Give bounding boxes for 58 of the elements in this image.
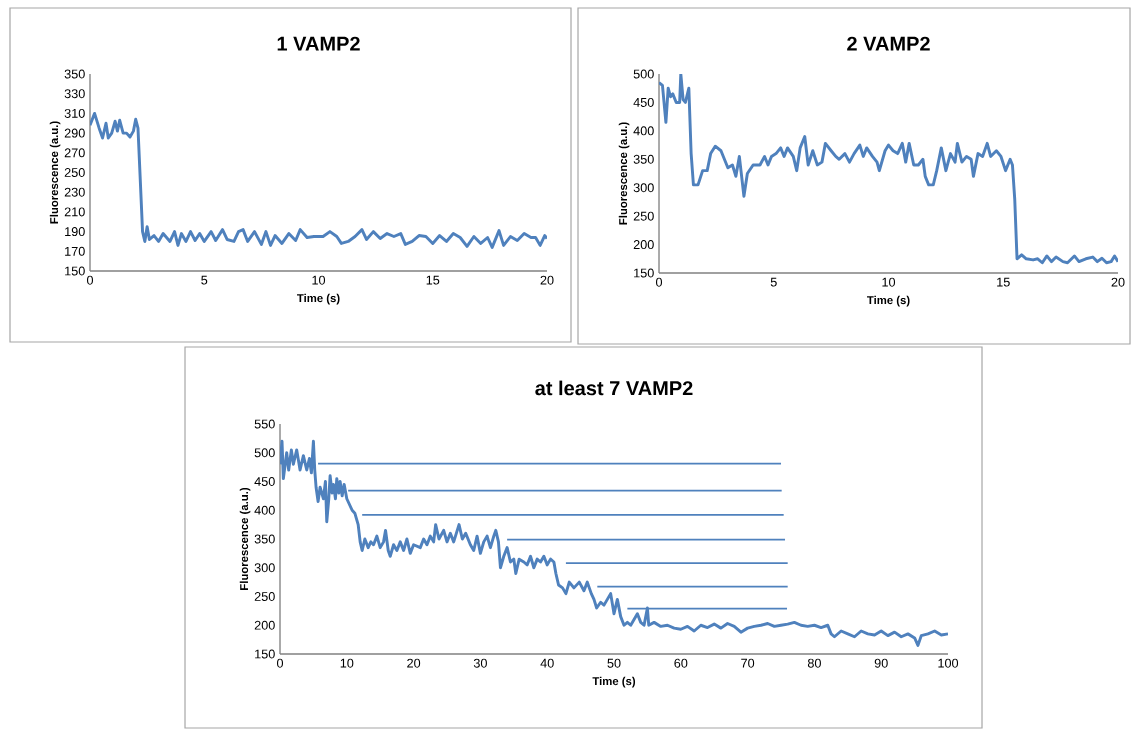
x-tick-label: 80 — [807, 658, 821, 668]
y-tick-label: 550 — [254, 419, 275, 429]
x-axis-title: Time (s) — [297, 293, 340, 305]
y-tick-label: 170 — [65, 246, 85, 256]
chart-title: 2 VAMP2 — [847, 36, 930, 51]
x-tick-label: 0 — [276, 658, 284, 668]
y-tick-label: 250 — [64, 168, 85, 177]
y-tick-label: 200 — [633, 240, 654, 250]
y-tick-label: 500 — [254, 448, 275, 458]
y-tick-label: 200 — [254, 620, 275, 630]
y-tick-label: 400 — [254, 505, 275, 515]
y-tick-label: 250 — [254, 592, 275, 601]
y-tick-label: 400 — [633, 126, 654, 136]
y-tick-label: 230 — [64, 187, 85, 197]
chart-title: at least 7 VAMP2 — [535, 380, 693, 396]
y-tick-label: 350 — [633, 154, 654, 164]
y-tick-label: 350 — [64, 69, 85, 79]
y-tick-label: 330 — [64, 89, 85, 99]
x-tick-label: 15 — [426, 275, 440, 285]
y-axis-title: Fluorescence (a.u.) — [239, 487, 251, 590]
y-tick-label: 150 — [65, 266, 85, 276]
y-tick-label: 300 — [633, 183, 654, 193]
y-tick-label: 310 — [64, 108, 85, 118]
y-tick-label: 250 — [633, 211, 654, 221]
x-tick-label: 0 — [655, 277, 663, 287]
y-axis-title: Fluorescence (a.u.) — [49, 121, 61, 224]
x-tick-label: 10 — [312, 275, 326, 285]
x-tick-label: 10 — [340, 658, 354, 668]
y-tick-label: 450 — [254, 477, 275, 486]
y-tick-label: 350 — [254, 534, 275, 544]
y-tick-label: 190 — [65, 227, 85, 237]
x-axis-title: Time (s) — [867, 295, 910, 307]
x-tick-label: 30 — [473, 658, 487, 668]
x-tick-label: 50 — [607, 658, 621, 668]
x-tick-label: 40 — [540, 658, 554, 668]
x-tick-label: 20 — [1111, 277, 1125, 287]
x-tick-label: 20 — [540, 275, 554, 285]
x-tick-label: 90 — [874, 658, 888, 668]
x-tick-label: 70 — [741, 658, 755, 668]
x-axis-title: Time (s) — [592, 676, 636, 688]
y-tick-label: 150 — [634, 268, 654, 278]
x-tick-label: 5 — [770, 277, 777, 287]
y-tick-label: 450 — [633, 97, 654, 107]
y-tick-label: 500 — [633, 69, 654, 79]
y-tick-label: 290 — [64, 128, 85, 138]
y-tick-label: 300 — [254, 563, 275, 573]
y-tick-label: 270 — [64, 148, 85, 158]
chart-title: 1 VAMP2 — [277, 36, 360, 51]
x-tick-label: 100 — [938, 658, 959, 668]
x-tick-label: 5 — [201, 275, 208, 285]
x-tick-label: 60 — [674, 658, 688, 668]
y-tick-label: 210 — [64, 207, 85, 217]
y-axis-title: Fluorescence (a.u.) — [618, 122, 630, 225]
y-tick-label: 150 — [255, 649, 275, 659]
x-tick-label: 15 — [997, 277, 1010, 287]
x-tick-label: 10 — [882, 277, 896, 287]
x-tick-label: 0 — [86, 275, 94, 285]
x-tick-label: 20 — [407, 658, 421, 668]
